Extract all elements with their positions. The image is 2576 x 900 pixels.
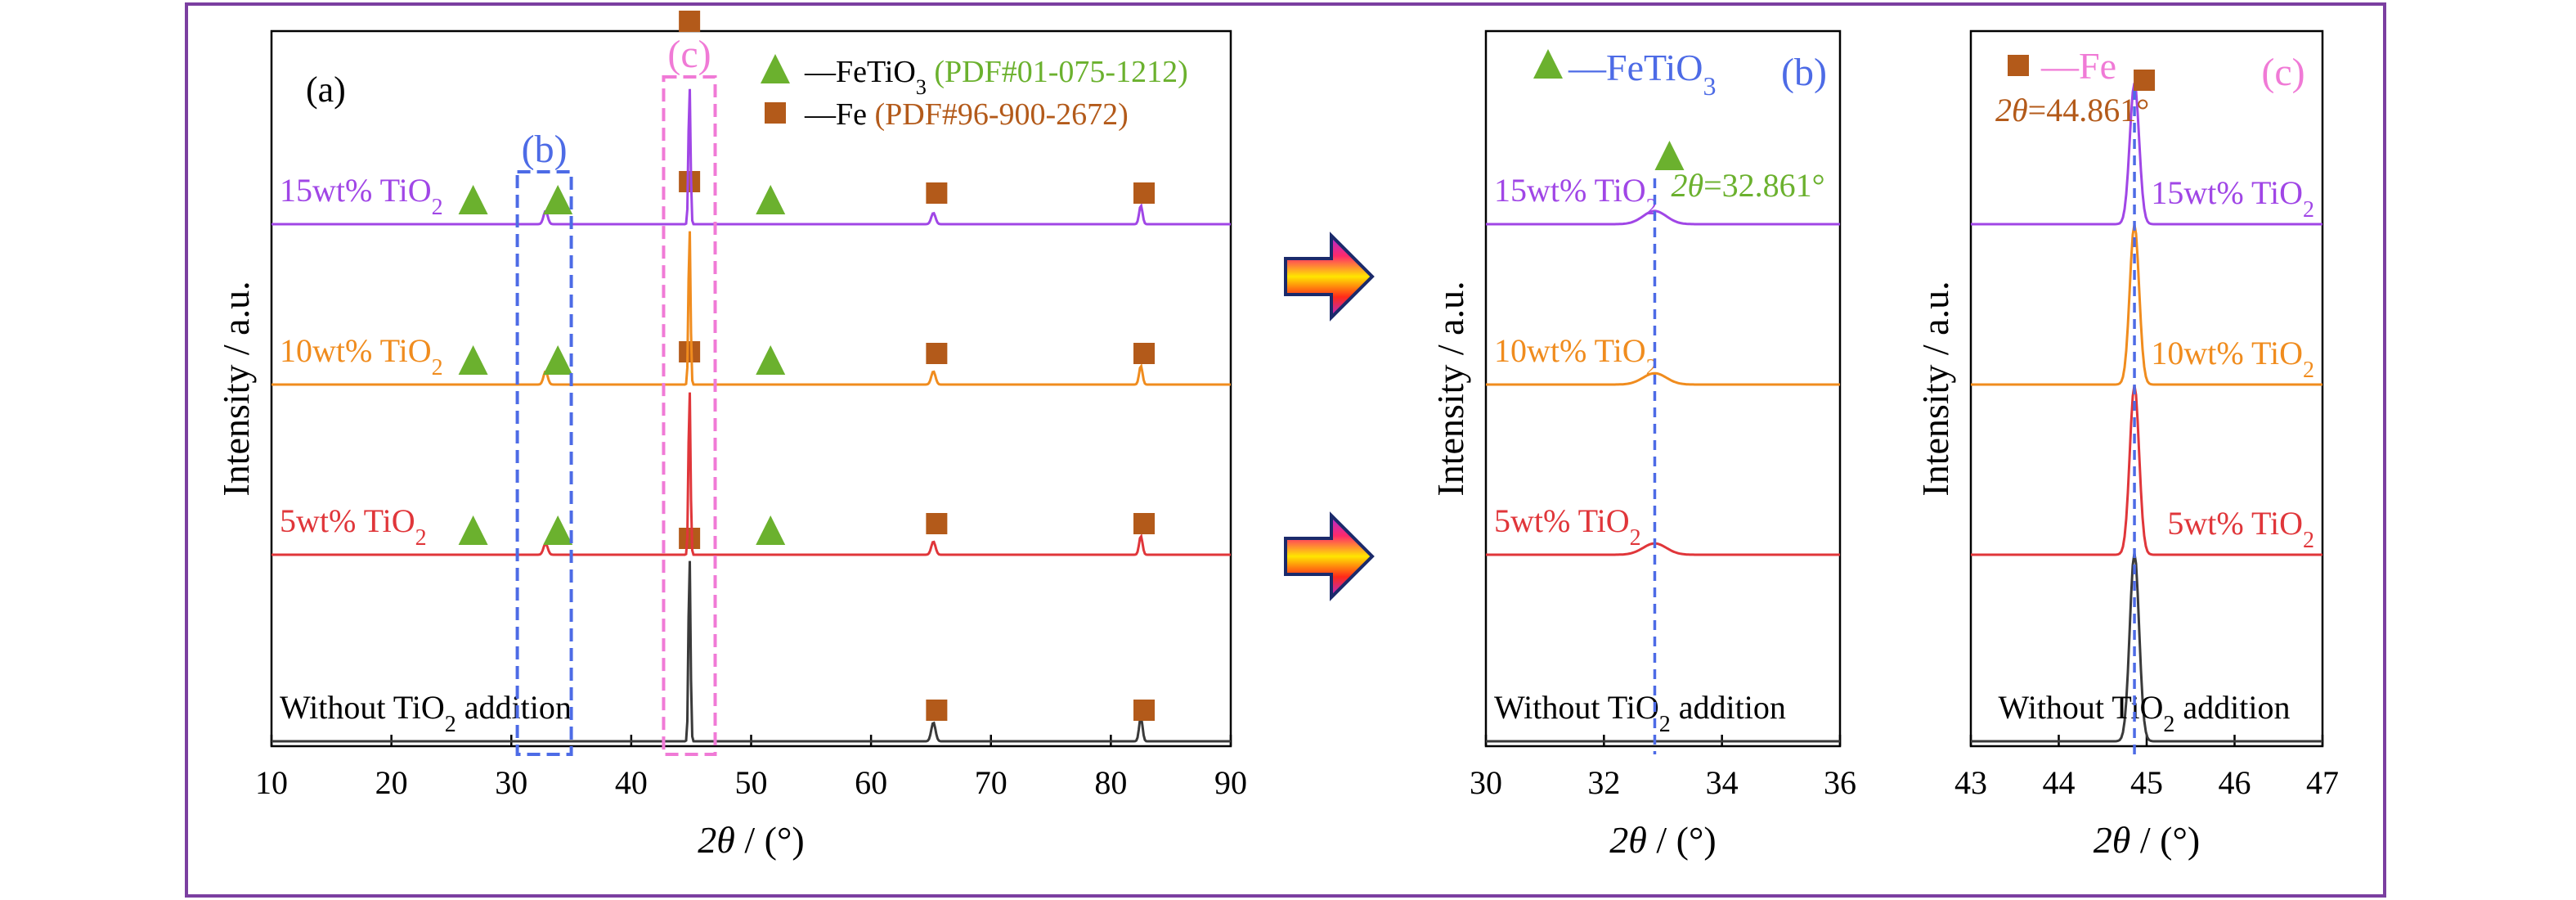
zoom-box-label: (c) [667, 33, 711, 76]
reference-triangle-marker [1654, 141, 1685, 170]
figure-frame [185, 2, 2386, 898]
zoom-box-c [662, 75, 717, 756]
fe-marker [1133, 513, 1156, 534]
series-label-3: 15wt% TiO2 [1494, 172, 1658, 220]
plot-frame [1969, 29, 2324, 748]
series-line-0 [272, 560, 1231, 743]
series-label-3: 15wt% TiO2 [2151, 174, 2314, 223]
series-label-0: Without TiO2 addition [1494, 689, 1786, 737]
fe-marker [926, 513, 948, 534]
legend-entry: —FeTiO3 [1568, 47, 1716, 101]
x-tick-label: 50 [735, 764, 768, 801]
series-line-3 [1486, 209, 1840, 226]
fe-marker [926, 700, 948, 721]
fetio3-marker [543, 185, 573, 214]
x-tick-label: 30 [495, 764, 527, 801]
reference-label: 2θ=44.861° [1995, 92, 2149, 128]
series-line-2 [272, 231, 1231, 386]
x-tick-label: 32 [1587, 764, 1620, 801]
series-line-2 [1486, 371, 1840, 386]
arrow-2 [1284, 511, 1375, 601]
legend-entry-1: —Fe (PDF#96-900-2672) [804, 97, 1129, 132]
panel-label: (b) [1781, 51, 1827, 94]
x-tick-label: 30 [1470, 764, 1502, 801]
fetio3-marker [458, 185, 488, 214]
plot-frame [1484, 29, 1842, 748]
series-line-0 [1971, 552, 2322, 743]
legend-square-marker [765, 102, 786, 124]
panel-label: (c) [2261, 51, 2304, 94]
panel-a: 10 20 30 40 50 60 70 80 90 2θ / (°) Intensity / a.… [215, 11, 1247, 861]
fetio3-marker [458, 515, 488, 545]
fe-marker [926, 343, 948, 364]
fetio3-marker [756, 185, 786, 214]
x-tick-label: 45 [2130, 764, 2163, 801]
y-axis-label: Intensity / a.u. [1429, 281, 1471, 496]
series-label-1: 5wt% TiO2 [2167, 505, 2314, 553]
fe-marker [679, 528, 701, 549]
series-line-3 [1971, 83, 2322, 226]
fetio3-marker [756, 515, 786, 545]
reference-label: 2θ=32.861° [1671, 167, 1824, 204]
series-label-1: 5wt% TiO2 [1494, 502, 1641, 551]
series-line-2 [1971, 224, 2322, 386]
x-tick-label: 34 [1706, 764, 1739, 801]
x-axis-label: 2θ / (°) [1609, 819, 1716, 861]
arrow-1 [1284, 232, 1375, 322]
x-tick-label: 20 [375, 764, 408, 801]
legend-triangle-marker [1533, 49, 1563, 79]
x-tick-label: 10 [255, 764, 288, 801]
panel-b: 30 32 34 36 2θ / (°) Intensity / a.u. Without … [1429, 29, 1856, 861]
series-label-2: 10wt% TiO2 [280, 332, 443, 380]
x-tick-label: 90 [1214, 764, 1247, 801]
fe-marker [1133, 182, 1156, 204]
series-label-1: 5wt% TiO2 [280, 502, 427, 551]
series-line-1 [1971, 385, 2322, 556]
fe-marker [1133, 700, 1156, 721]
fe-marker [679, 11, 701, 32]
series-line-3 [272, 88, 1231, 226]
x-tick-label: 44 [2043, 764, 2076, 801]
series-label-2: 10wt% TiO2 [1494, 332, 1658, 380]
y-axis-label: Intensity / a.u. [1914, 281, 1956, 496]
zoom-box-b [515, 170, 573, 756]
legend-entry-0: —FeTiO3 (PDF#01-075-1212) [804, 55, 1188, 99]
x-tick-label: 43 [1954, 764, 1987, 801]
x-tick-label: 60 [855, 764, 887, 801]
series-line-1 [272, 392, 1231, 556]
fe-marker [679, 171, 701, 192]
y-axis-label: Intensity / a.u. [215, 281, 257, 496]
x-tick-label: 70 [975, 764, 1008, 801]
zoom-box-label: (b) [522, 128, 568, 171]
x-tick-label: 40 [615, 764, 648, 801]
fe-marker [679, 341, 701, 362]
panels: 10 20 30 40 50 60 70 80 90 2θ / (°) Intensity / a.… [215, 11, 2339, 861]
plot-frame [270, 29, 1232, 748]
legend-square-marker [2008, 55, 2029, 76]
fe-marker [926, 182, 948, 204]
legend-triangle-marker [761, 54, 790, 83]
fetio3-marker [458, 345, 488, 375]
fetio3-marker [543, 515, 573, 545]
series-label-0: Without TiO2 addition [280, 689, 572, 737]
fetio3-marker [756, 345, 786, 375]
fetio3-marker [543, 345, 573, 375]
x-tick-label: 46 [2219, 764, 2251, 801]
reference-square-marker [2134, 70, 2156, 91]
series-label-0: Without TiO2 addition [1999, 689, 2291, 737]
panel-c: 43 44 45 46 47 2θ / (°) Intensity / a.u. Withou… [1914, 29, 2339, 861]
series-label-3: 15wt% TiO2 [280, 172, 443, 220]
x-tick-label: 80 [1094, 764, 1127, 801]
x-axis-label: 2θ / (°) [698, 819, 804, 861]
panel-label: (a) [306, 70, 346, 110]
x-tick-label: 47 [2306, 764, 2339, 801]
series-line-1 [1486, 542, 1840, 556]
x-axis-label: 2θ / (°) [2094, 819, 2200, 861]
x-tick-label: 36 [1824, 764, 1856, 801]
series-label-2: 10wt% TiO2 [2151, 335, 2314, 383]
fe-marker [1133, 343, 1156, 364]
legend-entry: —Fe [2040, 45, 2116, 87]
